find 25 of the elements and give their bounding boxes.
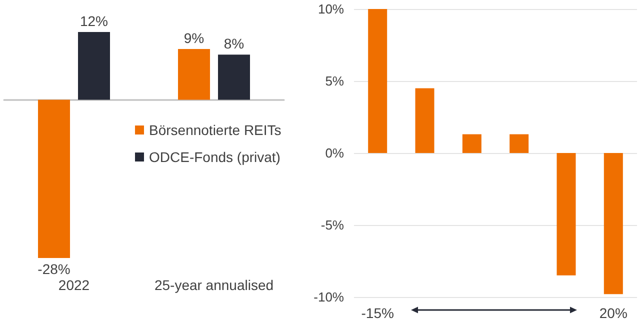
- y-tick-label: 10%: [318, 2, 344, 16]
- legend-label: Börsennotierte REITs: [149, 122, 282, 138]
- x-tick-label: 2022: [58, 277, 90, 293]
- legend-label: ODCE-Fonds (privat): [149, 149, 280, 165]
- bar: [510, 134, 529, 153]
- bar: [368, 9, 388, 153]
- bar: [604, 153, 623, 294]
- bar: [462, 134, 482, 153]
- y-tick-label: 5%: [325, 74, 344, 88]
- y-tick-label: -10%: [314, 290, 344, 304]
- data-label: 8%: [224, 36, 244, 52]
- bar: [38, 100, 70, 258]
- bar: [218, 54, 250, 100]
- x-tick-label: -15%: [361, 305, 394, 321]
- bar: [178, 48, 210, 100]
- y-tick-label: 0%: [325, 146, 344, 160]
- bar: [556, 153, 576, 276]
- data-label: -28%: [38, 261, 70, 277]
- bar: [415, 88, 434, 153]
- y-tick-label: -5%: [320, 218, 344, 232]
- data-label: 12%: [80, 13, 108, 29]
- x-tick-label: 25-year annualised: [154, 277, 274, 293]
- bar: [78, 32, 110, 100]
- x-tick-label: 20%: [599, 305, 628, 321]
- data-label: 9%: [184, 30, 204, 46]
